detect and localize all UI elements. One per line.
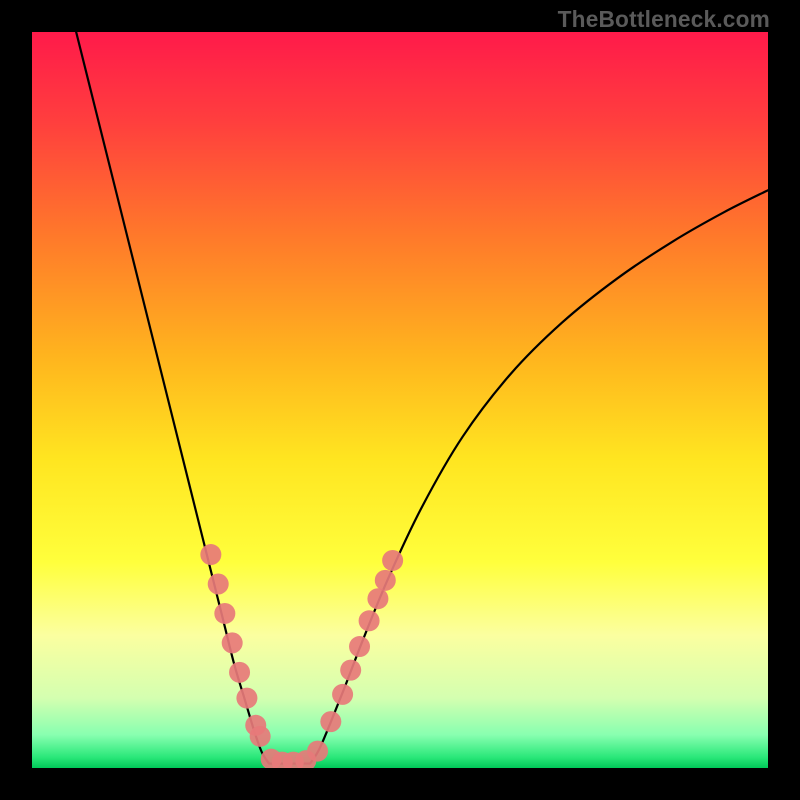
watermark-text: TheBottleneck.com <box>558 6 770 33</box>
marker-dot <box>200 544 221 565</box>
marker-dot <box>349 636 370 657</box>
marker-dot <box>229 662 250 683</box>
plot-svg <box>32 32 768 768</box>
marker-dot <box>332 684 353 705</box>
chart-frame: TheBottleneck.com <box>0 0 800 800</box>
marker-dot <box>340 660 361 681</box>
marker-dot <box>250 726 271 747</box>
marker-dot <box>382 550 403 571</box>
gradient-background <box>32 32 768 768</box>
marker-dot <box>367 588 388 609</box>
marker-dot <box>236 688 257 709</box>
marker-dot <box>375 570 396 591</box>
marker-dot <box>214 603 235 624</box>
plot-area <box>32 32 768 768</box>
marker-dot <box>320 711 341 732</box>
marker-dot <box>208 574 229 595</box>
marker-dot <box>359 610 380 631</box>
marker-dot <box>307 741 328 762</box>
marker-dot <box>222 632 243 653</box>
